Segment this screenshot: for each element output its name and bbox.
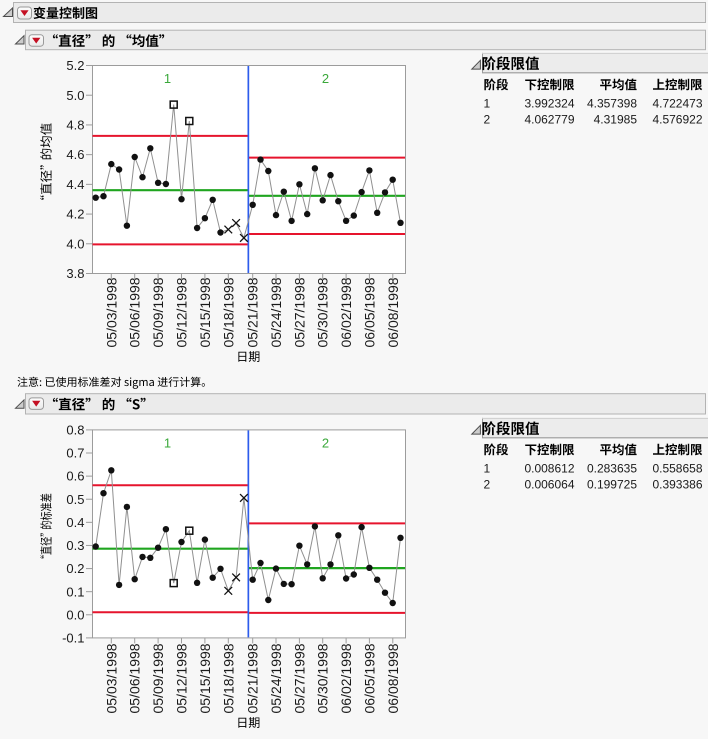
- svg-text:05/24/1998: 05/24/1998: [268, 277, 284, 347]
- svg-text:0.4: 0.4: [66, 515, 84, 530]
- svg-text:05/27/1998: 05/27/1998: [291, 643, 307, 713]
- svg-text:0.2: 0.2: [66, 561, 84, 576]
- svg-text:05/18/1998: 05/18/1998: [220, 277, 236, 347]
- svg-text:1: 1: [484, 97, 491, 111]
- svg-text:05/21/1998: 05/21/1998: [245, 643, 261, 713]
- svg-text:0.1: 0.1: [66, 584, 84, 599]
- svg-text:-0.1: -0.1: [62, 631, 84, 646]
- svg-text:5.0: 5.0: [66, 88, 84, 103]
- svg-text:05/03/1998: 05/03/1998: [103, 277, 119, 347]
- svg-text:2: 2: [484, 113, 491, 127]
- svg-text:0.6: 0.6: [66, 469, 84, 484]
- svg-text:0.558658: 0.558658: [652, 462, 702, 476]
- svg-text:05/30/1998: 05/30/1998: [315, 643, 331, 713]
- svg-text:05/18/1998: 05/18/1998: [220, 643, 236, 713]
- svg-text:0.283635: 0.283635: [587, 462, 637, 476]
- svg-text:05/03/1998: 05/03/1998: [103, 643, 119, 713]
- svg-text:05/15/1998: 05/15/1998: [197, 277, 213, 347]
- svg-text:0.006064: 0.006064: [524, 478, 574, 492]
- svg-text:4.8: 4.8: [66, 118, 84, 133]
- svg-text:05/12/1998: 05/12/1998: [174, 643, 190, 713]
- svg-text:06/05/1998: 06/05/1998: [361, 643, 377, 713]
- svg-text:0.7: 0.7: [66, 446, 84, 461]
- svg-text:0.3: 0.3: [66, 538, 84, 553]
- svg-text:1: 1: [484, 462, 491, 476]
- svg-text:05/21/1998: 05/21/1998: [245, 277, 261, 347]
- svg-text:0.5: 0.5: [66, 492, 84, 507]
- svg-text:0.393386: 0.393386: [652, 478, 702, 492]
- svg-text:2: 2: [322, 71, 329, 86]
- svg-text:4.2: 4.2: [66, 207, 84, 222]
- svg-text:4.4: 4.4: [66, 177, 84, 192]
- svg-text:4.357398: 4.357398: [587, 97, 637, 111]
- svg-text:4.6: 4.6: [66, 147, 84, 162]
- svg-text:2: 2: [322, 436, 329, 451]
- svg-text:5.2: 5.2: [66, 58, 84, 73]
- svg-text:0.008612: 0.008612: [524, 462, 574, 476]
- svg-text:05/24/1998: 05/24/1998: [268, 643, 284, 713]
- svg-text:05/09/1998: 05/09/1998: [150, 643, 166, 713]
- svg-text:4.722473: 4.722473: [652, 97, 702, 111]
- svg-text:06/05/1998: 06/05/1998: [361, 277, 377, 347]
- svg-text:4.31985: 4.31985: [594, 113, 638, 127]
- svg-text:4.062779: 4.062779: [524, 113, 574, 127]
- svg-text:05/30/1998: 05/30/1998: [315, 277, 331, 347]
- svg-text:05/12/1998: 05/12/1998: [174, 277, 190, 347]
- svg-text:1: 1: [164, 71, 171, 86]
- svg-text:06/08/1998: 06/08/1998: [385, 643, 401, 713]
- svg-text:1: 1: [164, 436, 171, 451]
- svg-text:4.0: 4.0: [66, 236, 84, 251]
- svg-text:4.576922: 4.576922: [652, 113, 702, 127]
- svg-text:3.992324: 3.992324: [524, 97, 574, 111]
- svg-text:06/02/1998: 06/02/1998: [338, 643, 354, 713]
- svg-text:0.199725: 0.199725: [587, 478, 637, 492]
- svg-text:3.8: 3.8: [66, 266, 84, 281]
- svg-text:06/02/1998: 06/02/1998: [338, 277, 354, 347]
- svg-text:0.0: 0.0: [66, 607, 84, 622]
- svg-text:05/15/1998: 05/15/1998: [197, 643, 213, 713]
- svg-text:0.8: 0.8: [66, 423, 84, 438]
- svg-text:05/06/1998: 05/06/1998: [127, 643, 143, 713]
- svg-text:05/09/1998: 05/09/1998: [150, 277, 166, 347]
- svg-text:06/08/1998: 06/08/1998: [385, 277, 401, 347]
- svg-text:2: 2: [484, 478, 491, 492]
- svg-text:05/27/1998: 05/27/1998: [291, 277, 307, 347]
- svg-text:05/06/1998: 05/06/1998: [127, 277, 143, 347]
